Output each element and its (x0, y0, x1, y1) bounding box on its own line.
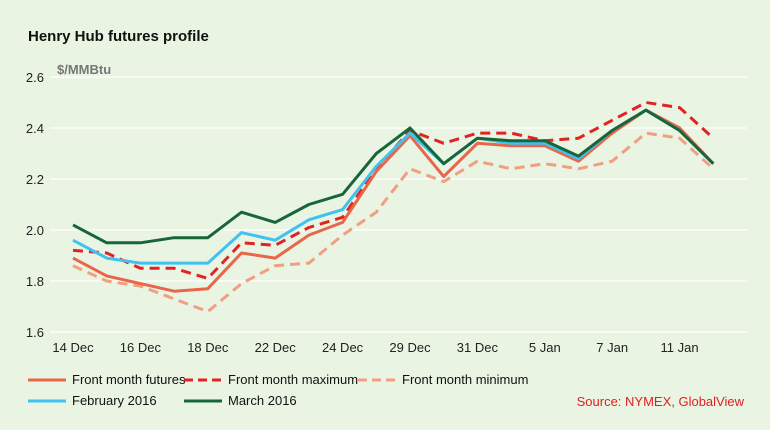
x-tick-label: 7 Jan (596, 340, 628, 355)
source-note: Source: NYMEX, GlobalView (576, 394, 744, 409)
legend-item-february-2016: February 2016 (28, 393, 157, 408)
series-line-front-month-maximum (72, 101, 715, 280)
y-tick-label: 2.0 (26, 223, 44, 238)
x-tick-label: 31 Dec (457, 340, 499, 355)
series-line-february-2016 (72, 108, 715, 265)
legend-item-march-2016: March 2016 (184, 393, 297, 408)
y-tick-label: 1.6 (26, 325, 44, 340)
grid-lines (50, 76, 747, 333)
legend-label: February 2016 (72, 393, 157, 408)
legend-item-front-month-maximum: Front month maximum (184, 372, 358, 387)
series-line-front-month-minimum (72, 131, 715, 314)
series-line-march-2016 (72, 108, 715, 245)
x-tick-label: 5 Jan (529, 340, 561, 355)
legend-item-front-month-minimum: Front month minimum (358, 372, 528, 387)
series-lines (72, 101, 715, 314)
x-tick-label: 22 Dec (255, 340, 297, 355)
legend-label: Front month maximum (228, 372, 359, 387)
y-tick-label: 1.8 (26, 274, 44, 289)
x-tick-label: 24 Dec (322, 340, 364, 355)
x-tick-label: 14 Dec (52, 340, 94, 355)
chart-title: Henry Hub futures profile (28, 28, 209, 45)
x-tick-labels: 14 Dec 16 Dec 18 Dec 22 Dec 24 Dec 29 Dec 31 D… (52, 340, 698, 355)
legend-label: Front month minimum (402, 372, 529, 387)
y-axis-unit: $/MMBtu (57, 62, 112, 77)
legend-label: Front month futures (72, 372, 186, 387)
series-line-front-month-futures (72, 108, 715, 293)
x-tick-label: 18 Dec (187, 340, 229, 355)
y-tick-label: 2.4 (26, 121, 44, 136)
y-tick-label: 2.2 (26, 172, 44, 187)
y-tick-label: 2.6 (26, 70, 44, 85)
y-tick-labels: 1.6 1.8 2.0 2.2 2.4 2.6 (26, 70, 44, 340)
x-tick-label: 11 Jan (661, 340, 699, 355)
legend-item-front-month-futures: Front month futures (28, 372, 185, 387)
x-tick-label: 16 Dec (120, 340, 162, 355)
legend-label: March 2016 (228, 393, 297, 408)
x-tick-label: 29 Dec (389, 340, 431, 355)
